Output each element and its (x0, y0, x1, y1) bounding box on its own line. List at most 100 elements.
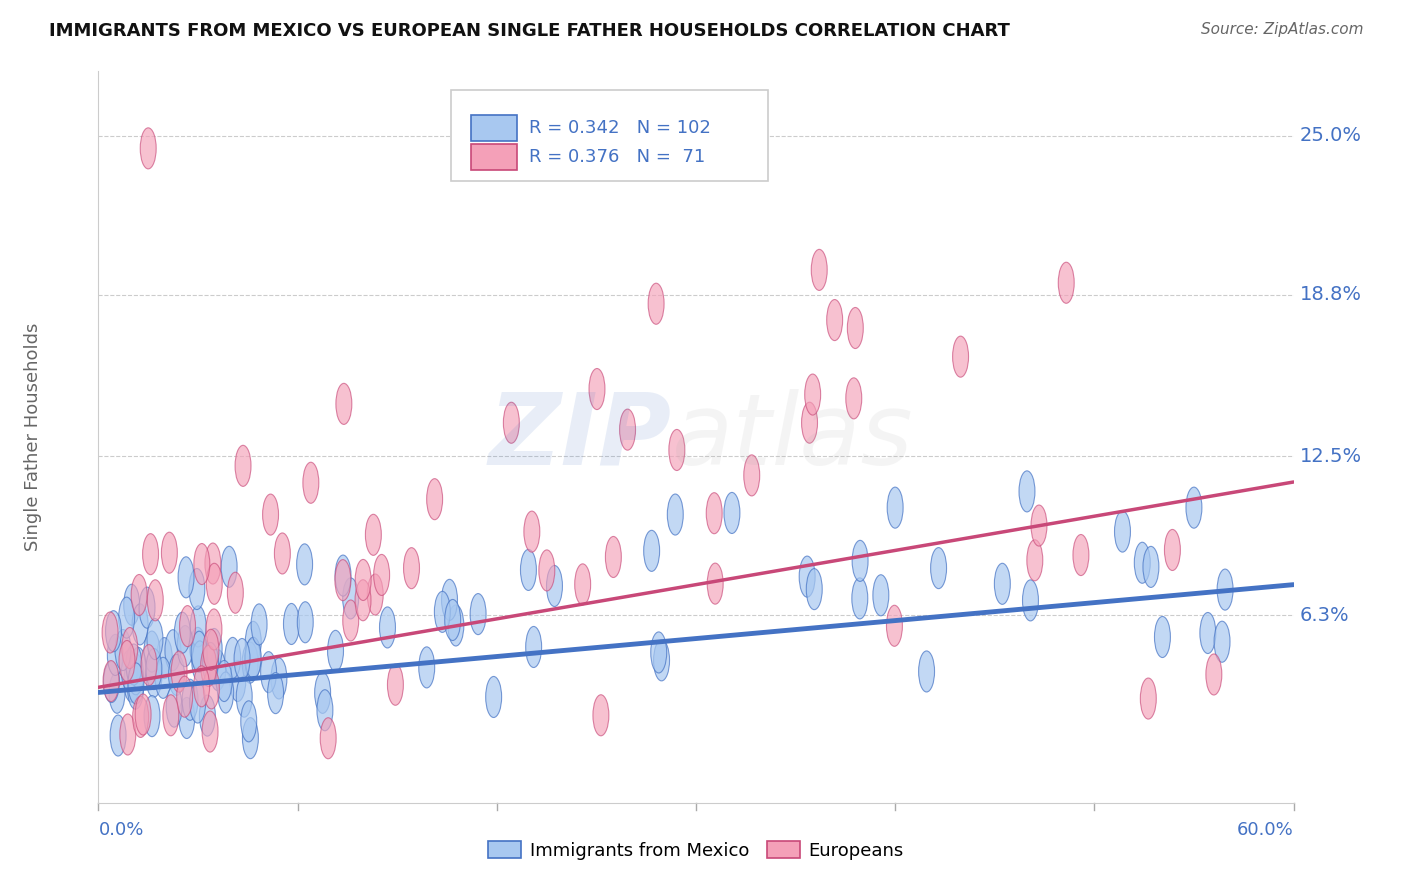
Ellipse shape (886, 606, 903, 647)
Ellipse shape (1143, 547, 1159, 588)
Ellipse shape (799, 556, 815, 597)
Ellipse shape (124, 584, 139, 625)
FancyBboxPatch shape (451, 90, 768, 181)
Ellipse shape (163, 695, 179, 736)
Ellipse shape (132, 697, 149, 738)
Ellipse shape (804, 374, 821, 415)
Ellipse shape (120, 714, 136, 755)
Ellipse shape (575, 564, 591, 605)
Ellipse shape (131, 648, 146, 689)
Ellipse shape (252, 604, 267, 645)
Ellipse shape (366, 515, 381, 556)
Ellipse shape (811, 250, 827, 291)
Ellipse shape (343, 578, 359, 619)
Ellipse shape (374, 555, 389, 596)
Ellipse shape (120, 640, 135, 681)
Text: IMMIGRANTS FROM MEXICO VS EUROPEAN SINGLE FATHER HOUSEHOLDS CORRELATION CHART: IMMIGRANTS FROM MEXICO VS EUROPEAN SINGL… (49, 22, 1010, 40)
Ellipse shape (121, 650, 138, 691)
Ellipse shape (852, 578, 868, 619)
Ellipse shape (644, 531, 659, 572)
Ellipse shape (806, 568, 823, 609)
Ellipse shape (103, 661, 120, 702)
Ellipse shape (110, 673, 125, 714)
Text: Source: ZipAtlas.com: Source: ZipAtlas.com (1201, 22, 1364, 37)
Ellipse shape (848, 308, 863, 349)
Ellipse shape (1135, 542, 1150, 583)
Ellipse shape (188, 568, 205, 609)
Ellipse shape (1218, 569, 1233, 610)
Ellipse shape (668, 494, 683, 535)
Ellipse shape (209, 649, 226, 690)
Ellipse shape (141, 645, 157, 686)
Text: 18.8%: 18.8% (1299, 285, 1361, 304)
Ellipse shape (194, 665, 209, 706)
Ellipse shape (201, 646, 217, 687)
Ellipse shape (356, 580, 371, 621)
Ellipse shape (706, 492, 723, 533)
Ellipse shape (524, 511, 540, 552)
Ellipse shape (931, 548, 946, 589)
Text: 0.0%: 0.0% (98, 821, 143, 839)
Ellipse shape (105, 611, 121, 652)
Ellipse shape (404, 548, 419, 589)
Ellipse shape (177, 625, 193, 666)
Ellipse shape (441, 579, 457, 621)
Ellipse shape (1115, 511, 1130, 552)
Legend: Immigrants from Mexico, Europeans: Immigrants from Mexico, Europeans (481, 834, 911, 867)
Ellipse shape (202, 629, 219, 671)
Ellipse shape (801, 402, 817, 443)
Ellipse shape (724, 492, 740, 533)
Ellipse shape (593, 695, 609, 736)
Text: 60.0%: 60.0% (1237, 821, 1294, 839)
Ellipse shape (620, 409, 636, 450)
Ellipse shape (297, 602, 314, 643)
Ellipse shape (336, 384, 352, 425)
Ellipse shape (1164, 530, 1181, 571)
Text: R = 0.342   N = 102: R = 0.342 N = 102 (529, 119, 710, 136)
Ellipse shape (200, 695, 215, 736)
Ellipse shape (887, 487, 903, 528)
Ellipse shape (166, 686, 183, 727)
Ellipse shape (107, 634, 124, 675)
Ellipse shape (194, 543, 209, 584)
Ellipse shape (444, 599, 461, 640)
Ellipse shape (1031, 505, 1047, 546)
Ellipse shape (669, 429, 685, 470)
Ellipse shape (526, 626, 541, 667)
Ellipse shape (139, 587, 155, 628)
Ellipse shape (148, 580, 163, 621)
Ellipse shape (156, 638, 173, 679)
Ellipse shape (191, 641, 208, 682)
Ellipse shape (547, 566, 562, 607)
Ellipse shape (426, 479, 443, 520)
Ellipse shape (1073, 534, 1088, 575)
Ellipse shape (132, 604, 148, 645)
Ellipse shape (827, 300, 842, 341)
Ellipse shape (228, 572, 243, 614)
Ellipse shape (648, 284, 664, 325)
Ellipse shape (538, 549, 555, 591)
Ellipse shape (284, 604, 299, 645)
Ellipse shape (651, 632, 666, 673)
Ellipse shape (1022, 580, 1039, 621)
Ellipse shape (165, 630, 181, 671)
Ellipse shape (169, 655, 184, 696)
Ellipse shape (503, 402, 519, 443)
Ellipse shape (267, 673, 284, 714)
Text: atlas: atlas (672, 389, 914, 485)
Ellipse shape (205, 609, 222, 650)
Ellipse shape (202, 711, 218, 752)
Ellipse shape (1059, 262, 1074, 303)
FancyBboxPatch shape (471, 114, 517, 141)
Ellipse shape (242, 718, 259, 759)
Ellipse shape (177, 676, 193, 717)
Ellipse shape (1187, 487, 1202, 528)
Ellipse shape (367, 574, 384, 615)
Ellipse shape (207, 563, 222, 605)
Ellipse shape (434, 591, 450, 632)
Ellipse shape (470, 593, 486, 634)
Ellipse shape (335, 559, 352, 600)
Ellipse shape (1026, 540, 1043, 581)
Ellipse shape (1215, 621, 1230, 662)
Ellipse shape (328, 631, 343, 672)
